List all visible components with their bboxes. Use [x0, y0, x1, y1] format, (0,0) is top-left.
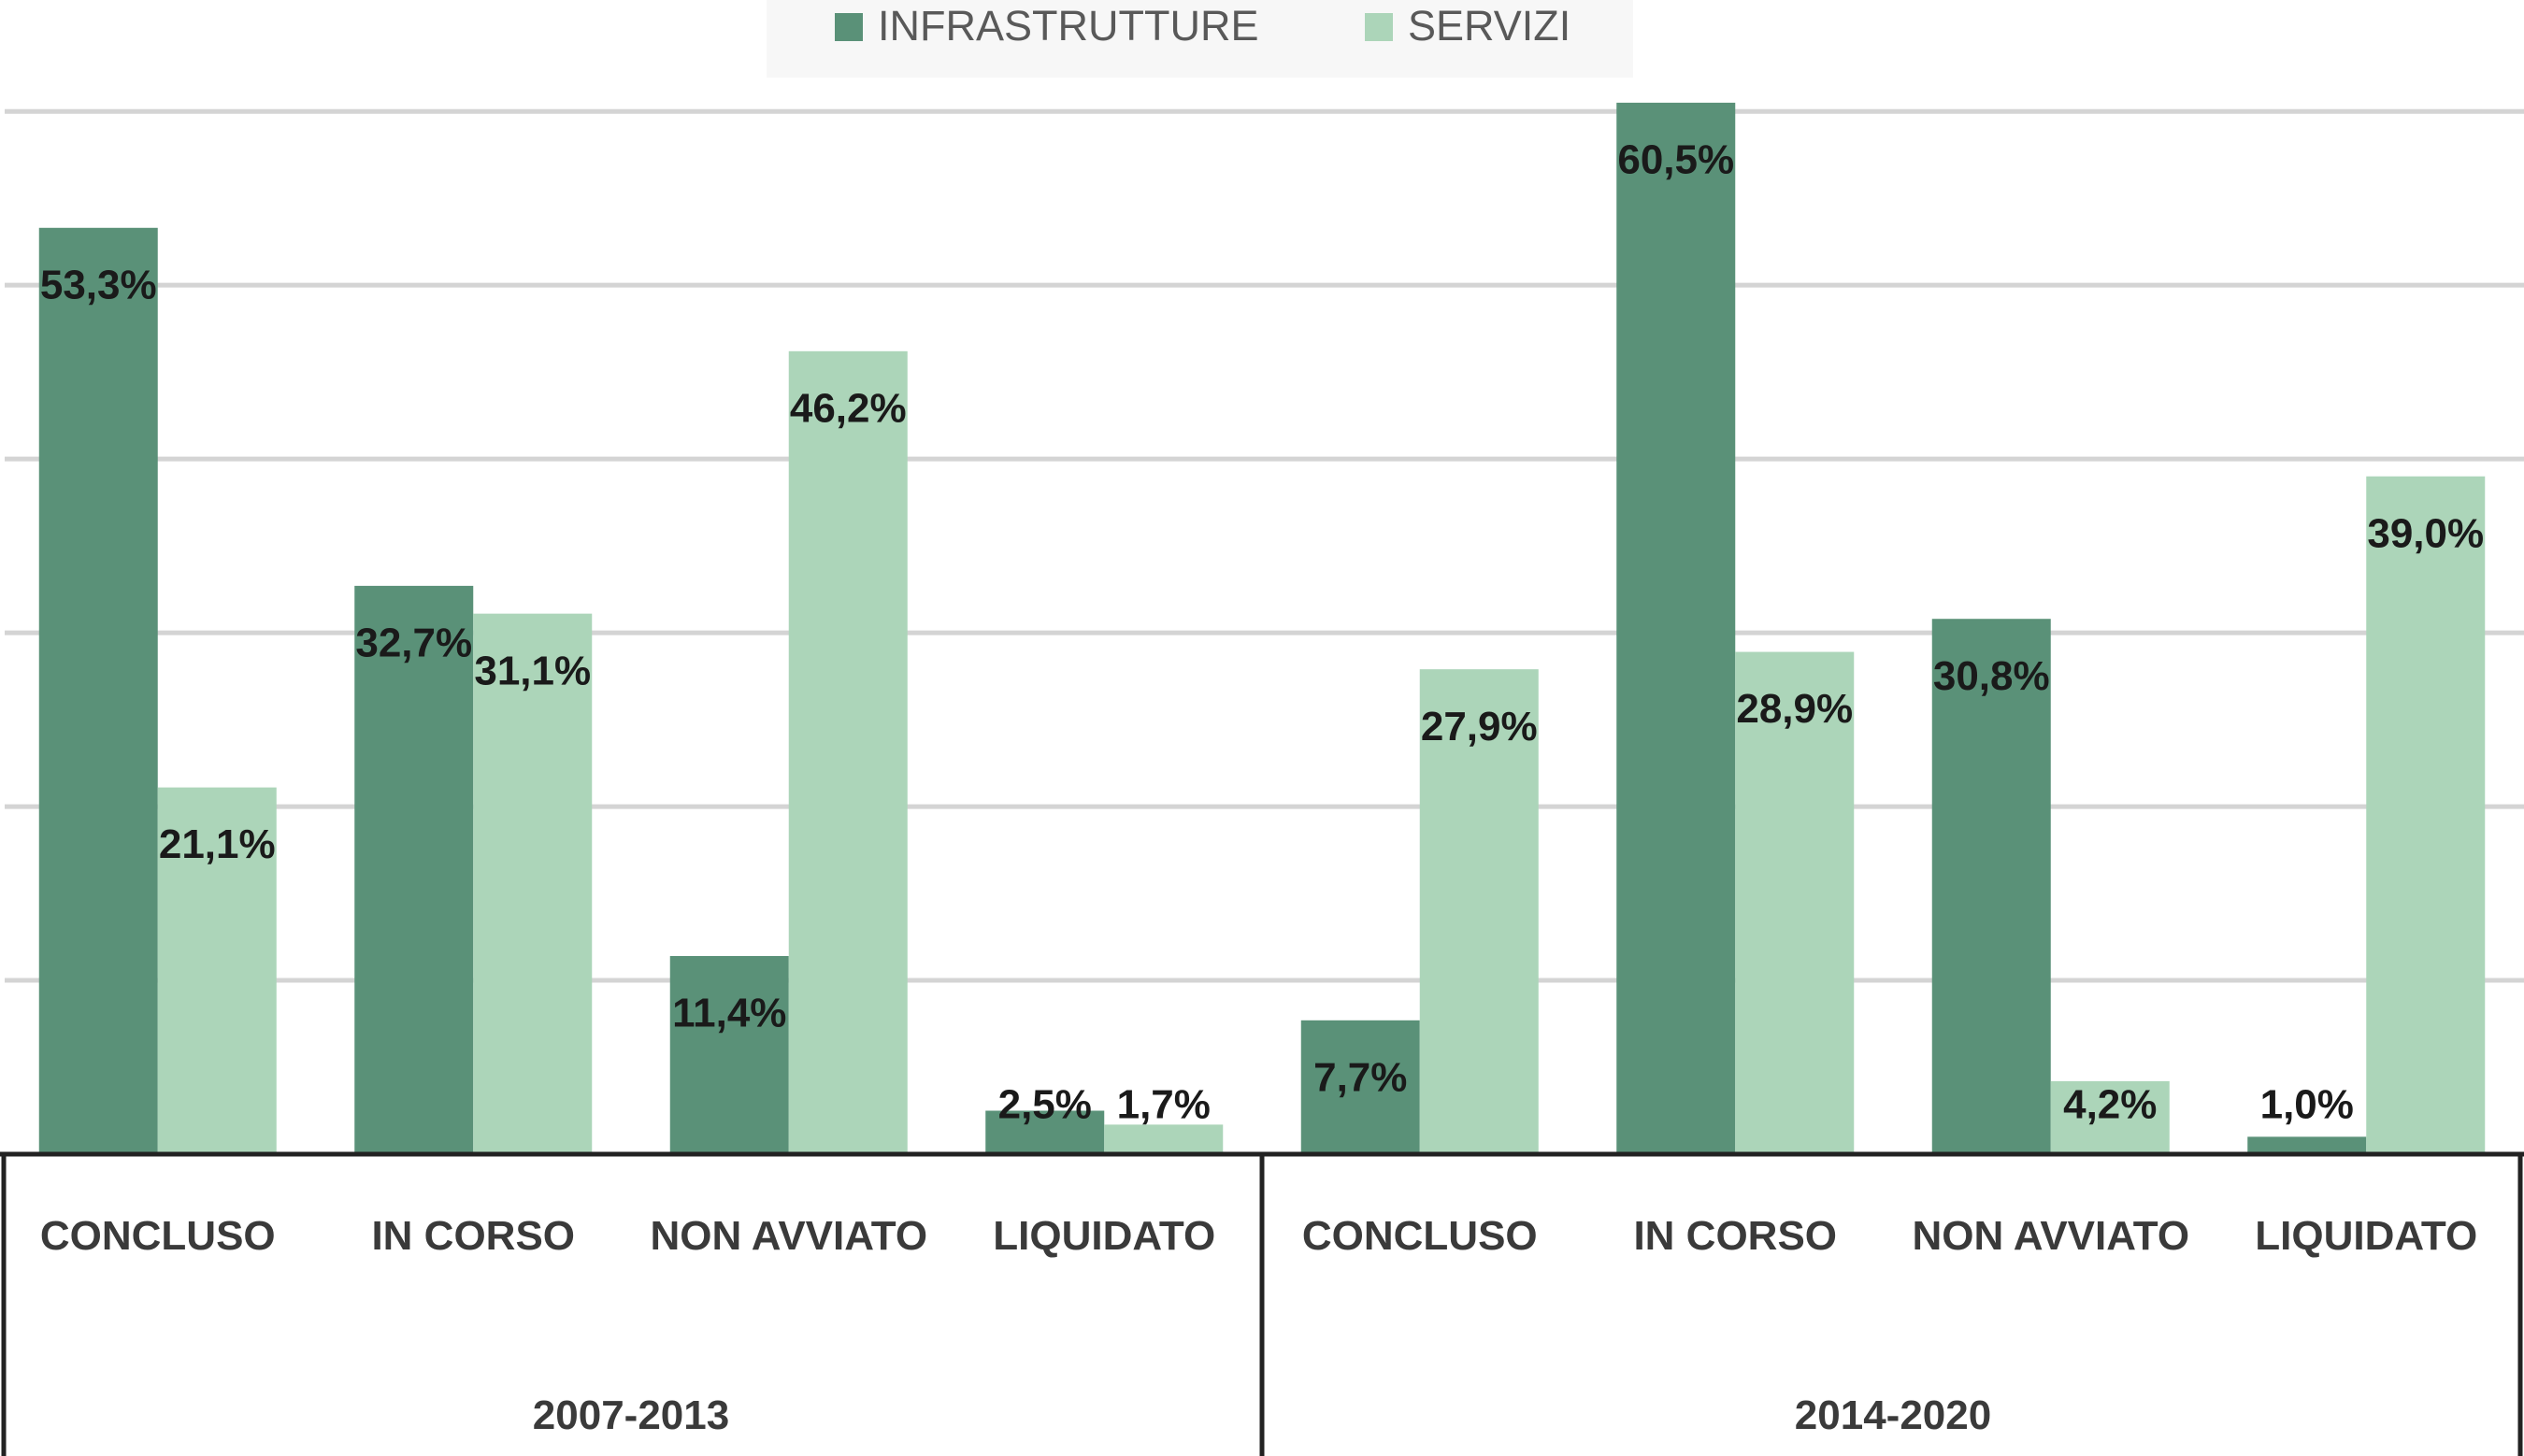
bar: [1616, 102, 1736, 1155]
bar: [1300, 1020, 1420, 1154]
x-tick-label: CONCLUSO: [39, 1213, 276, 1259]
bar: [473, 613, 593, 1154]
bar: [38, 227, 158, 1154]
data-label: 1,0%: [2260, 1082, 2354, 1128]
bar: [157, 787, 277, 1154]
bar: [2247, 1136, 2367, 1154]
x-tick-label: LIQUIDATO: [993, 1213, 1216, 1259]
legend-label: INFRASTRUTTURE: [878, 2, 1258, 50]
data-label: 30,8%: [1933, 653, 2050, 699]
data-label: 60,5%: [1617, 137, 1734, 183]
x-tick-label: LIQUIDATO: [2255, 1213, 2478, 1259]
group-label: 2014-2020: [1794, 1392, 1992, 1438]
bar: [2366, 476, 2486, 1154]
bar: [2050, 1080, 2170, 1154]
bar: [788, 350, 908, 1154]
bar: [669, 955, 789, 1154]
data-label: 11,4%: [672, 991, 786, 1036]
data-label: 32,7%: [355, 621, 472, 666]
legend-swatch: [835, 13, 863, 41]
legend-box: [767, 0, 1633, 78]
data-label: 1,7%: [1117, 1082, 1211, 1128]
data-label: 4,2%: [2063, 1082, 2157, 1128]
x-tick-label: IN CORSO: [371, 1213, 576, 1259]
bar: [1931, 619, 2051, 1154]
x-tick-label: NON AVVIATO: [650, 1213, 928, 1259]
x-tick-label: CONCLUSO: [1301, 1213, 1538, 1259]
data-label: 31,1%: [474, 648, 591, 693]
bar: [1104, 1124, 1224, 1154]
bar: [354, 585, 474, 1154]
x-tick-label: NON AVVIATO: [1912, 1213, 2190, 1259]
data-label: 53,3%: [40, 262, 157, 307]
data-label: 7,7%: [1313, 1054, 1407, 1100]
bar: [1419, 669, 1539, 1154]
bar: [985, 1110, 1105, 1154]
data-label: 39,0%: [2367, 510, 2484, 556]
bar: [1735, 651, 1855, 1154]
legend-label: SERVIZI: [1408, 2, 1570, 50]
data-label: 27,9%: [1421, 704, 1538, 749]
data-label: 21,1%: [159, 821, 276, 867]
x-tick-label: IN CORSO: [1633, 1213, 1838, 1259]
legend-swatch: [1365, 13, 1393, 41]
group-label: 2007-2013: [532, 1392, 730, 1438]
data-label: 46,2%: [790, 385, 907, 431]
data-label: 2,5%: [998, 1082, 1092, 1128]
data-label: 28,9%: [1736, 686, 1853, 732]
